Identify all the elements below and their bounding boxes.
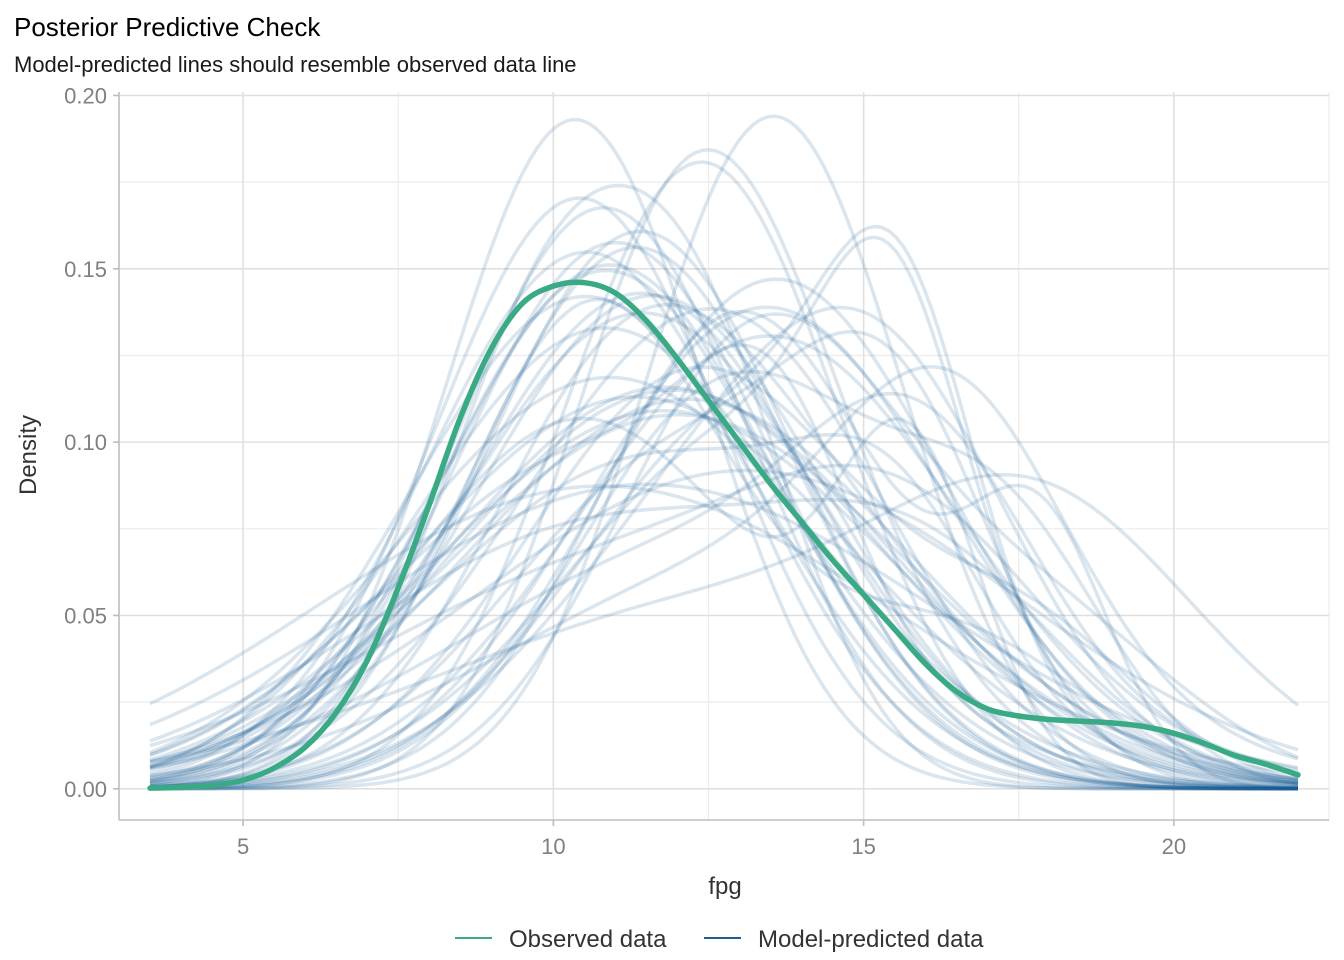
predicted-draw-line [149,303,1299,789]
x-tick-label: 15 [851,834,875,859]
predicted-draw-line [149,305,1299,790]
y-axis-label: Density [15,415,42,495]
chart-title: Posterior Predictive Check [14,12,321,42]
predicted-draw-line [149,268,1298,791]
predicted-draw-line [149,468,1299,763]
predicted-draw-lines [149,114,1300,791]
predicted-draw-line [149,365,1299,789]
predicted-draw-line [149,293,1299,791]
predicted-draw-line [149,311,1299,790]
x-tick-label: 10 [541,834,565,859]
predicted-draw-line [149,482,1299,770]
predicted-draw-line [149,245,1298,791]
predicted-draw-line [150,160,1299,791]
axes [113,92,1329,826]
predicted-draw-line [149,472,1300,764]
predicted-draw-line [150,148,1298,791]
x-axis-label: fpg [708,873,741,900]
y-tick-label: 0.05 [64,603,107,628]
predicted-draw-line [149,484,1299,776]
predicted-draw-line [149,294,1298,791]
predicted-draw-line [149,326,1298,791]
x-tick-label: 5 [237,834,249,859]
predicted-draw-line [149,307,1299,790]
predicted-draw-line [149,196,1298,791]
legend: Observed data Model-predicted data [455,926,984,953]
x-tick-label: 20 [1162,834,1186,859]
chart-subtitle: Model-predicted lines should resemble ob… [14,52,577,77]
predicted-draw-line [149,463,1299,774]
predicted-draw-line [149,388,1299,785]
predicted-draw-line [149,432,1299,787]
predicted-draw-line [149,117,1298,791]
legend-label-observed: Observed data [509,926,667,953]
observed-line-group [147,279,1301,791]
predicted-draw-line [150,312,1299,791]
predicted-draw-line [149,416,1298,791]
predicted-draw-line [149,224,1299,790]
legend-label-predicted: Model-predicted data [758,926,984,953]
predicted-draw-line [149,183,1298,791]
predicted-draw-line [149,305,1299,790]
observed-data-line [147,279,1301,791]
y-tick-label: 0.10 [64,430,107,455]
predicted-draw-line [149,205,1298,791]
predicted-draw-line [149,277,1299,791]
predicted-draw-line [149,297,1299,789]
predicted-draw-line [149,291,1298,791]
predicted-draw-line [150,114,1299,791]
predicted-draw-line [149,334,1299,789]
predicted-draw-line [149,263,1298,791]
grid-lines [119,92,1330,820]
predicted-draw-line [149,385,1299,786]
predicted-draw-line [149,375,1299,789]
predicted-draw-line [149,240,1299,791]
y-tick-label: 0.15 [64,257,107,282]
predicted-draw-line [149,395,1299,787]
predicted-draw-line [150,309,1299,791]
y-tick-label: 0.20 [64,83,107,108]
y-tick-label: 0.00 [64,777,107,802]
predicted-draw-line [149,329,1299,790]
predicted-draw-line [149,343,1299,790]
tick-labels: 5 10 15 20 0.00 0.05 0.10 0.15 0.20 [64,83,1186,859]
predicted-draw-line [149,497,1299,781]
predicted-draw-line [149,369,1299,791]
predicted-draw-line [149,365,1299,778]
